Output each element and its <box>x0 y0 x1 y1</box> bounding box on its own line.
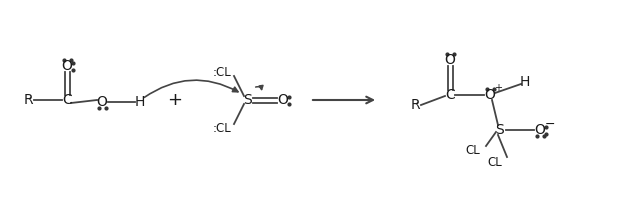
Text: CL: CL <box>488 156 503 169</box>
Text: R: R <box>23 93 33 107</box>
Text: :CL: :CL <box>213 122 231 135</box>
Text: O: O <box>97 95 108 109</box>
Text: S: S <box>496 123 505 137</box>
Text: CL: CL <box>466 144 480 157</box>
Text: H: H <box>135 95 145 109</box>
FancyArrowPatch shape <box>144 80 238 97</box>
Text: +: + <box>494 83 502 93</box>
Text: −: − <box>545 117 555 130</box>
Text: O: O <box>534 123 545 137</box>
Text: O: O <box>445 53 455 67</box>
Text: C: C <box>62 93 72 107</box>
Text: S: S <box>243 93 252 107</box>
Text: :CL: :CL <box>213 66 231 78</box>
Text: O: O <box>278 93 289 107</box>
Text: +: + <box>168 91 182 109</box>
Text: O: O <box>485 88 496 102</box>
FancyArrowPatch shape <box>255 85 263 90</box>
Text: R: R <box>410 98 420 112</box>
Text: O: O <box>62 59 73 73</box>
Text: H: H <box>520 75 530 89</box>
Text: C: C <box>445 88 455 102</box>
